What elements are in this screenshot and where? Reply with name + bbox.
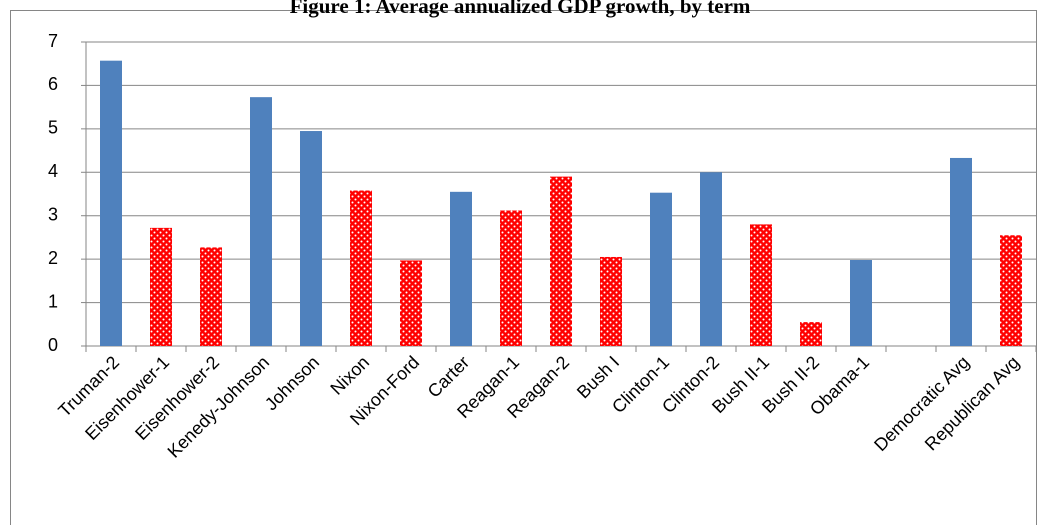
bar — [100, 60, 122, 346]
bar — [950, 157, 972, 346]
y-tick-label: 4 — [48, 161, 58, 181]
y-tick-label: 2 — [48, 248, 58, 268]
bar — [750, 224, 772, 346]
bar — [450, 191, 472, 346]
bar — [350, 190, 372, 346]
y-tick-label: 6 — [48, 74, 58, 94]
bar — [700, 172, 722, 346]
y-tick-label: 3 — [48, 204, 58, 224]
bar — [150, 227, 172, 346]
bar — [600, 256, 622, 346]
bar — [300, 131, 322, 346]
bar — [650, 192, 672, 346]
bar — [550, 176, 572, 346]
chart-title: Figure 1: Average annualized GDP growth,… — [290, 0, 751, 18]
bar — [200, 247, 222, 346]
bar — [400, 260, 422, 346]
bar — [800, 322, 822, 346]
bar — [250, 97, 272, 346]
y-tick-label: 1 — [48, 291, 58, 311]
y-tick-label: 5 — [48, 118, 58, 138]
bar — [1000, 235, 1022, 346]
y-tick-label: 0 — [48, 335, 58, 355]
bar — [850, 260, 872, 346]
y-tick-label: 7 — [48, 31, 58, 51]
bar — [500, 210, 522, 346]
